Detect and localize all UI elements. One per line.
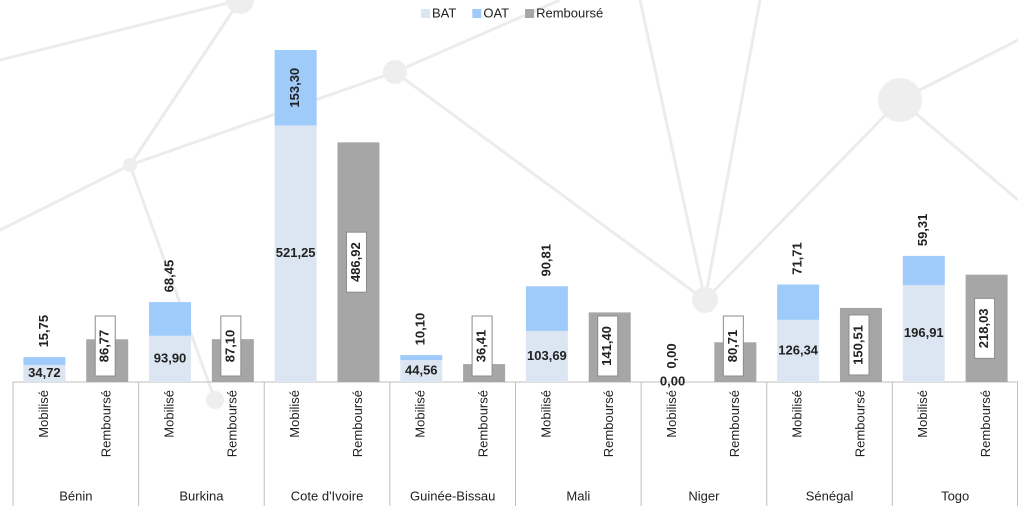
- data-label-box: [220, 315, 242, 377]
- bar-segment: [400, 360, 443, 382]
- group-label: Niger: [688, 488, 720, 503]
- data-label: 59,31: [915, 214, 930, 247]
- bar-segment: [149, 302, 192, 336]
- data-label: 486,92: [348, 242, 363, 282]
- bar-segment: [149, 335, 192, 382]
- group-label: Burkina: [179, 488, 224, 503]
- data-label-box: [848, 314, 870, 376]
- data-label: 15,75: [36, 315, 51, 348]
- group-label: Mali: [566, 488, 590, 503]
- x-tick-label: Mobilisé: [790, 390, 805, 438]
- bar-segment: [902, 285, 945, 382]
- x-tick-label: Mobilisé: [413, 390, 428, 438]
- data-label: 44,56: [405, 362, 438, 377]
- group-label: Bénin: [59, 488, 92, 503]
- group-label: Togo: [941, 488, 969, 503]
- bar-segment: [274, 50, 317, 126]
- data-label: 36,41: [474, 330, 489, 363]
- bar-segment: [777, 319, 820, 382]
- x-tick-label: Mobilisé: [664, 390, 679, 438]
- data-label: 0,00: [660, 373, 685, 388]
- x-tick-label: Remboursé: [224, 390, 239, 457]
- data-label-box: [722, 315, 744, 377]
- data-label: 0,00: [664, 343, 679, 368]
- data-label: 68,45: [161, 260, 176, 293]
- x-tick-label: Remboursé: [978, 390, 993, 457]
- data-label: 87,10: [222, 330, 237, 363]
- legend-swatch: [525, 9, 535, 18]
- data-label-box: [974, 297, 996, 359]
- data-label: 93,90: [154, 350, 187, 365]
- x-tick-label: Remboursé: [476, 390, 491, 457]
- data-label: 196,91: [904, 325, 944, 340]
- legend-swatch: [421, 9, 430, 18]
- data-label: 218,03: [976, 308, 991, 348]
- bar-segment: [23, 357, 66, 365]
- x-tick-label: Remboursé: [852, 390, 867, 457]
- plot-area: Bénin Burkina Cote d'Ivoire Guinée-Bissau Ma…: [12, 50, 1018, 506]
- x-tick-label: Remboursé: [99, 390, 114, 457]
- legend-label: BAT: [432, 5, 456, 20]
- data-label-box: [345, 231, 367, 293]
- background-network: [0, 0, 1018, 409]
- data-label-box: [597, 315, 619, 377]
- data-label: 141,40: [599, 326, 614, 366]
- x-tick-label: Remboursé: [727, 390, 742, 457]
- x-tick-label: Mobilisé: [161, 390, 176, 438]
- x-tick-label: Mobilisé: [538, 390, 553, 438]
- group-label: Guinée-Bissau: [410, 488, 495, 503]
- data-label: 103,69: [527, 348, 567, 363]
- x-tick-label: Mobilisé: [915, 390, 930, 438]
- x-tick-label: Remboursé: [350, 390, 365, 457]
- bar-segment: [23, 364, 66, 382]
- data-label: 86,77: [97, 330, 112, 363]
- data-label: 153,30: [287, 68, 302, 108]
- data-label: 80,71: [725, 330, 740, 363]
- bar-segment: [274, 125, 317, 383]
- data-label: 10,10: [413, 313, 428, 346]
- legend-label: Remboursé: [536, 5, 603, 20]
- data-label: 90,81: [538, 244, 553, 277]
- group-label: Sénégal: [806, 488, 854, 503]
- x-tick-label: Mobilisé: [36, 390, 51, 438]
- group-label: Cote d'Ivoire: [291, 488, 364, 503]
- bar-segment: [525, 330, 568, 382]
- data-label: 71,71: [790, 242, 805, 275]
- data-label: 34,72: [28, 365, 61, 380]
- bar-segment: [902, 255, 945, 286]
- data-label: 126,34: [778, 342, 819, 357]
- data-label-box: [94, 315, 116, 377]
- bar-segment: [400, 355, 443, 361]
- x-tick-label: Remboursé: [601, 390, 616, 457]
- data-label-box: [471, 315, 493, 377]
- legend-swatch: [472, 9, 482, 18]
- data-label: 521,25: [276, 245, 316, 260]
- bar-segment: [525, 286, 568, 331]
- bar-segment: [777, 284, 820, 320]
- data-label: 150,51: [850, 325, 865, 365]
- legend: BAT OAT Remboursé: [421, 5, 603, 20]
- legend-label: OAT: [483, 5, 509, 20]
- x-tick-label: Mobilisé: [287, 390, 302, 438]
